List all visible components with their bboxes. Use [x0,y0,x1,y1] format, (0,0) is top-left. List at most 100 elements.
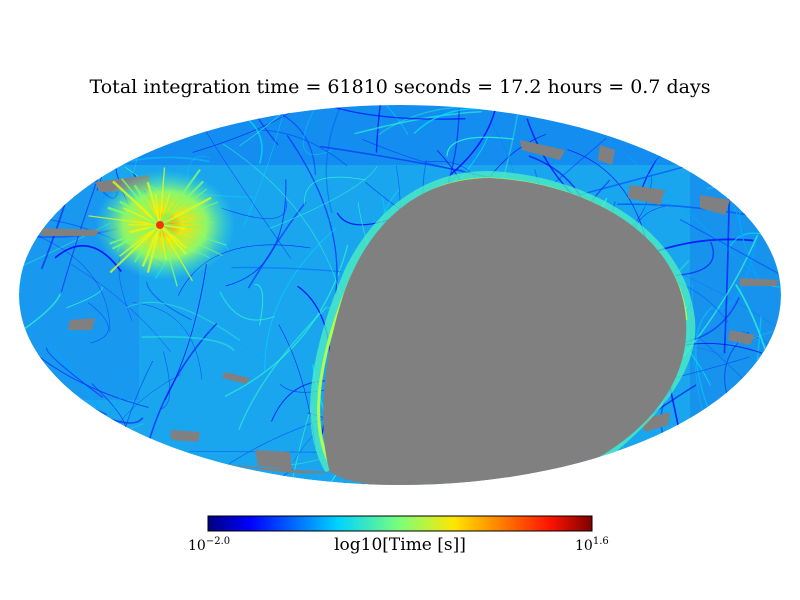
hotspot-ray [109,224,161,274]
scan-streak [651,425,725,485]
hotspot-ray [159,188,208,226]
colorbar-min-base: 10 [188,538,206,554]
hotspot-ray [159,224,223,257]
scan-streak [189,451,323,453]
scan-streak [243,113,284,228]
scan-streak [304,176,366,205]
unobserved-region [323,178,687,485]
coverage-gap [520,140,565,160]
hotspot-ray [129,224,161,234]
scan-streak [231,266,342,273]
scan-streak [709,409,781,458]
hotspot-ray [121,178,161,226]
scan-streak [19,278,20,301]
scan-streak [679,218,781,288]
hotspot-ray [159,180,204,226]
hotspot-ray [146,224,162,273]
scan-streak [82,105,225,128]
hotspot-ray [109,224,161,245]
scan-streak [19,184,25,244]
scan-streak [695,306,715,425]
scan-streak [302,465,377,485]
scan-streak [362,138,464,171]
hotspot-ray [159,221,214,226]
colorbar-min-tick: 10−2.0 [188,536,230,554]
scan-streak [236,409,299,421]
scan-streak [222,143,341,295]
scan-streak [54,244,122,273]
scan-streak [128,367,159,430]
scan-streak [244,105,279,146]
scan-streak [692,283,705,420]
scan-streak [706,105,745,189]
scan-streak [71,264,172,353]
scan-streak [19,113,72,198]
scan-streak [674,241,715,277]
scan-streak [19,462,34,485]
colorbar-label: log10[Time [s]] [334,535,466,555]
scan-streak [161,105,251,117]
coverage-gap [40,228,100,236]
scan-streak [147,105,269,118]
scan-streak [222,105,234,108]
colorbar-max-base: 10 [575,538,593,554]
scan-streak [66,286,103,309]
coverage-gap [700,195,730,215]
scan-streak [264,227,337,374]
hotspot-rays [88,167,227,287]
hotspot-ray [111,224,161,250]
scan-streak [219,291,275,321]
hotspot-ray [154,193,161,226]
hotspot-ray [119,200,161,226]
colorbar-min-exponent: −2.0 [205,536,231,547]
hotspot-ray [159,224,187,255]
hotspot-ray [159,224,186,230]
hotspot-ray [141,224,162,267]
scan-streak [282,406,312,485]
coverage-gap [628,185,665,205]
scan-streak [628,155,758,276]
coverage-gaps [40,140,778,470]
scan-streak [286,135,338,295]
hotspot-ray [159,196,212,226]
coverage-gap [222,372,250,384]
scan-streak [164,263,207,401]
scan-streak [33,233,111,332]
scan-streak [45,347,104,399]
hotspot-ray [134,224,161,263]
scan-streak [375,105,427,153]
scan-streak [247,201,307,289]
scan-streak [553,138,607,184]
hotspot-ray [107,206,161,227]
scan-streak [446,136,514,157]
hotspot-ray [159,201,219,226]
scan-streak [48,137,72,179]
coverage-gap [640,412,670,432]
coverage-gap [598,145,615,165]
scan-streak [192,105,329,153]
scan-streak [752,162,781,195]
hotspot-ray [118,224,161,257]
hotspot-ray [159,224,178,287]
hotspot-ray [146,181,162,226]
hotspot-ray [159,224,227,246]
scan-streak [768,205,781,265]
scan-streak [139,105,202,112]
hotspot-ray [159,218,188,226]
scan-streak [666,116,781,154]
scan-streak [87,302,109,344]
chart-title: Total integration time = 61810 seconds =… [89,76,711,98]
scan-streak [100,105,163,131]
hotspot-ray [88,215,161,226]
scan-streak [19,472,37,485]
hotspot-ray [112,180,161,226]
coverage-gap [728,330,755,345]
hotspot-ray [159,224,167,261]
scan-streak [268,105,409,136]
coverage-gap [255,450,292,470]
unobserved-region-tail [215,462,330,474]
scan-streak [238,306,328,430]
scan-streak [549,105,586,114]
scan-streak [719,468,781,485]
